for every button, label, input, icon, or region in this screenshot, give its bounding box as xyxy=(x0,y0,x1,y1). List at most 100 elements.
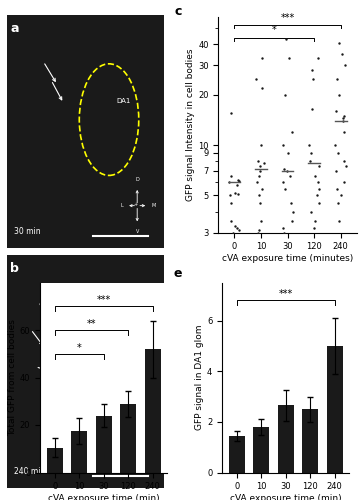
Text: **: ** xyxy=(87,319,96,329)
Text: ***: *** xyxy=(280,14,295,24)
Text: M: M xyxy=(151,203,155,208)
Point xyxy=(236,190,241,198)
Bar xyxy=(96,416,112,472)
Point xyxy=(307,158,313,166)
Y-axis label: Total GFP from cell bodies: Total GFP from cell bodies xyxy=(8,319,17,436)
Point xyxy=(341,112,347,120)
Point xyxy=(258,141,264,149)
Point xyxy=(259,84,265,92)
Point xyxy=(342,62,348,70)
Y-axis label: GFP signal Intensity in cell bodies: GFP signal Intensity in cell bodies xyxy=(186,49,195,201)
Point xyxy=(281,165,286,173)
Text: 240 min: 240 min xyxy=(13,466,45,475)
Text: a: a xyxy=(11,22,19,35)
Point xyxy=(288,199,294,207)
Text: V: V xyxy=(135,229,139,234)
Point xyxy=(258,162,264,170)
Point xyxy=(233,188,238,196)
Point xyxy=(341,158,347,166)
Point xyxy=(339,50,345,58)
Point xyxy=(333,107,339,115)
Point xyxy=(286,54,292,62)
Point xyxy=(306,141,312,149)
Point xyxy=(309,105,315,113)
Point xyxy=(228,172,234,180)
Point xyxy=(340,116,346,124)
Point xyxy=(341,178,347,186)
Point xyxy=(315,54,321,62)
Y-axis label: GFP signal in DA1 glom: GFP signal in DA1 glom xyxy=(195,325,204,430)
Point xyxy=(280,141,285,149)
Point xyxy=(286,172,292,180)
Point xyxy=(257,167,262,175)
Point xyxy=(228,199,234,207)
Point xyxy=(255,228,261,236)
Bar xyxy=(327,346,343,472)
Text: L: L xyxy=(120,203,123,208)
Text: *: * xyxy=(272,26,277,36)
Point xyxy=(333,167,339,175)
Point xyxy=(282,184,288,192)
Point xyxy=(228,218,234,226)
Point xyxy=(316,162,321,170)
Point xyxy=(312,224,317,232)
Point xyxy=(316,184,322,192)
Point xyxy=(333,141,339,149)
Text: DA1: DA1 xyxy=(117,338,131,344)
Point xyxy=(280,178,286,186)
Point xyxy=(237,177,242,185)
Text: 30 min: 30 min xyxy=(13,226,40,235)
Point xyxy=(334,74,340,82)
Point xyxy=(308,208,314,216)
Bar xyxy=(71,431,87,472)
Bar xyxy=(253,427,269,472)
X-axis label: cVA exposure time (min): cVA exposure time (min) xyxy=(48,494,159,500)
Point xyxy=(290,208,296,216)
Point xyxy=(259,54,265,62)
Point xyxy=(336,218,342,226)
Point xyxy=(316,199,322,207)
X-axis label: cVA exposure time (minutes): cVA exposure time (minutes) xyxy=(222,254,353,263)
Point xyxy=(310,74,316,82)
Point xyxy=(316,178,321,186)
Bar xyxy=(145,349,161,472)
Point xyxy=(314,192,320,200)
Bar xyxy=(302,409,318,472)
Text: ***: *** xyxy=(96,295,111,305)
Point xyxy=(335,149,340,157)
Text: DA1: DA1 xyxy=(117,98,131,104)
Point xyxy=(341,128,347,136)
Point xyxy=(289,218,295,226)
Point xyxy=(234,180,240,188)
Point xyxy=(312,172,318,180)
Point xyxy=(254,178,260,186)
Point xyxy=(309,66,314,74)
Text: +: + xyxy=(134,202,138,207)
Point xyxy=(308,149,314,157)
Point xyxy=(289,128,295,136)
Point xyxy=(285,149,290,157)
Point xyxy=(336,38,342,46)
Point xyxy=(235,176,241,184)
Point xyxy=(230,228,236,236)
Point xyxy=(282,91,288,99)
Text: c: c xyxy=(174,4,182,18)
Point xyxy=(282,35,288,43)
Point xyxy=(338,192,344,200)
Point xyxy=(233,222,238,230)
Text: D: D xyxy=(135,178,139,182)
Point xyxy=(236,226,242,234)
Point xyxy=(226,178,232,186)
Point xyxy=(256,226,262,234)
Point xyxy=(256,172,262,180)
Point xyxy=(256,192,262,200)
Text: e: e xyxy=(174,268,182,280)
Point xyxy=(340,114,346,122)
Bar xyxy=(120,404,136,472)
Point xyxy=(281,228,287,236)
Point xyxy=(255,158,261,166)
Point xyxy=(261,159,267,167)
Point xyxy=(259,184,265,192)
Point xyxy=(258,218,264,226)
Point xyxy=(284,167,290,175)
